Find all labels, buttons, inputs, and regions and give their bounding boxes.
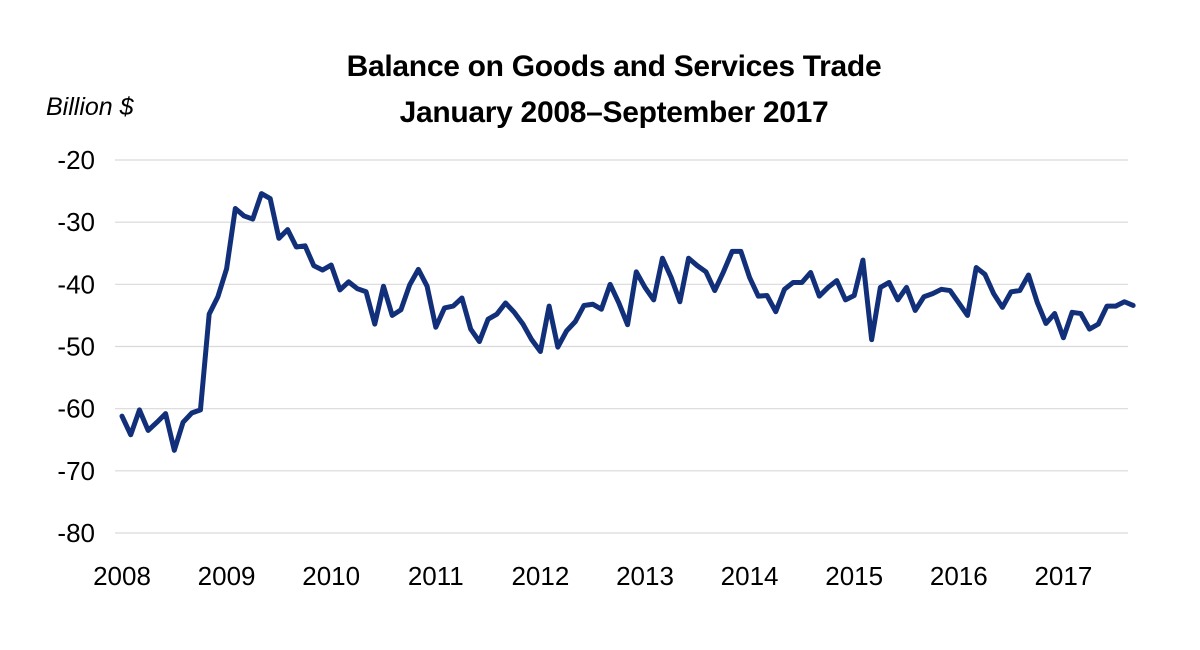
x-tick-label: 2012 (511, 561, 569, 591)
y-tick-label: -40 (57, 269, 95, 299)
chart-title: Balance on Goods and Services Trade (346, 50, 882, 83)
y-axis-label: Billion $ (46, 93, 134, 121)
y-tick-label: -20 (57, 145, 95, 175)
y-tick-label: -30 (57, 207, 95, 237)
x-tick-label: 2011 (408, 561, 464, 591)
x-tick-label: 2013 (616, 561, 674, 591)
y-tick-label: -80 (57, 518, 95, 548)
x-tick-label: 2017 (1034, 561, 1092, 591)
y-tick-label: -50 (57, 332, 95, 362)
y-tick-label: -70 (57, 456, 95, 486)
x-tick-label: 2014 (721, 561, 779, 591)
y-tick-label: -60 (57, 394, 95, 424)
x-tick-label: 2016 (930, 561, 988, 591)
x-tick-label: 2015 (825, 561, 883, 591)
chart-subtitle: January 2008–September 2017 (399, 96, 829, 129)
x-tick-label: 2008 (93, 561, 151, 591)
trade-balance-line (119, 191, 1136, 453)
x-tick-label: 2010 (302, 561, 360, 591)
x-tick-label: 2009 (198, 561, 256, 591)
